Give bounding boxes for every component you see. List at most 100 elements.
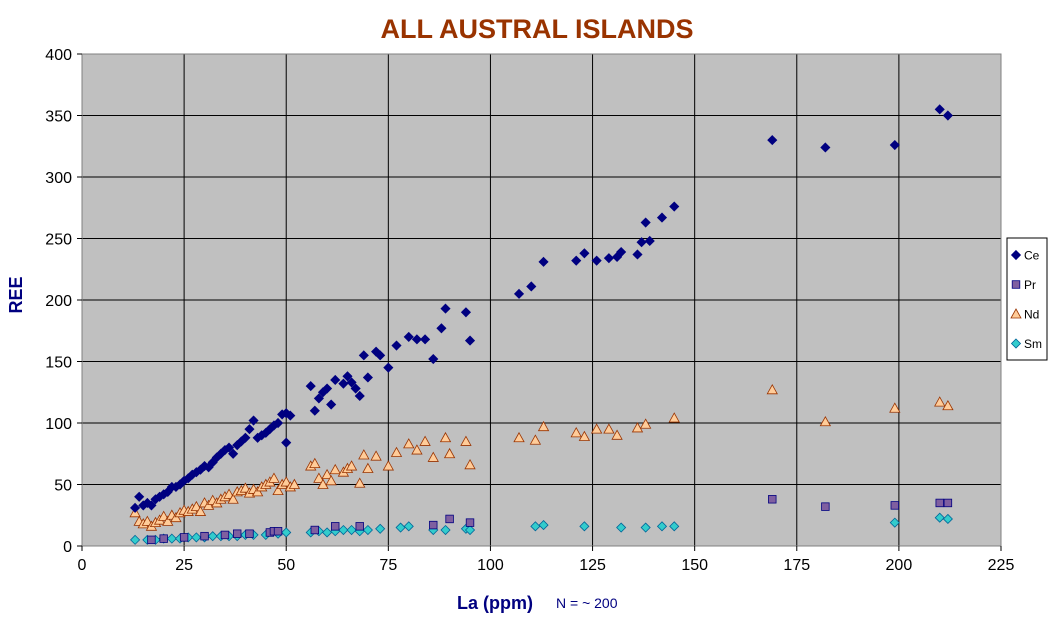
data-point-sm — [346, 524, 357, 536]
data-point-nd — [272, 484, 284, 496]
data-point-sm — [395, 522, 406, 533]
data-point-nd — [460, 435, 472, 446]
x-tick-label: 150 — [681, 557, 708, 574]
data-point-nd — [321, 468, 333, 480]
data-point-nd — [223, 488, 235, 499]
data-point-ce — [513, 288, 525, 299]
data-point-nd — [439, 431, 452, 443]
chart-title: ALL AUSTRAL ISLANDS — [380, 14, 693, 44]
data-point-ce — [134, 491, 145, 502]
data-point-ce — [420, 334, 431, 345]
data-point-nd — [170, 511, 182, 523]
data-point-nd — [766, 383, 778, 395]
data-point-nd — [239, 482, 252, 493]
legend-marker-ce — [1010, 249, 1022, 261]
data-point-sm — [640, 522, 651, 533]
data-point-pr — [465, 518, 475, 527]
data-point-nd — [443, 447, 456, 459]
data-point-ce — [632, 249, 643, 260]
data-point-nd — [411, 444, 423, 455]
data-point-ce — [403, 331, 414, 342]
data-point-nd — [427, 451, 439, 462]
x-axis-ticks: 0 25 50 75 100 125 150 175 200 225 — [78, 546, 1015, 574]
data-point-sm — [889, 517, 900, 528]
data-point-ce — [934, 104, 945, 115]
y-tick-label: 0 — [63, 539, 72, 556]
data-point-pr — [245, 529, 254, 538]
data-point-sm — [579, 521, 590, 532]
data-point-sm — [942, 513, 953, 525]
data-point-sm — [322, 527, 333, 538]
data-point-sm — [464, 524, 476, 536]
data-point-nd — [313, 472, 325, 483]
gridlines — [81, 53, 1002, 547]
y-tick-label: 250 — [45, 232, 72, 249]
data-point-sm — [166, 533, 177, 544]
data-point-pr — [935, 498, 944, 508]
data-point-nd — [370, 450, 382, 461]
data-point-ce — [244, 424, 255, 435]
series-nd — [129, 383, 954, 531]
series-pr — [147, 495, 953, 545]
data-point-sm — [375, 523, 386, 534]
legend-marker-pr — [1011, 280, 1021, 289]
data-point-pr — [331, 522, 340, 531]
x-tick-label: 75 — [379, 557, 397, 574]
legend-label-ce: Ce — [1024, 249, 1040, 263]
data-point-pr — [273, 527, 283, 536]
data-point-nd — [158, 510, 170, 521]
data-point-nd — [639, 418, 652, 429]
data-point-nd — [631, 422, 644, 433]
data-point-nd — [603, 423, 615, 434]
x-tick-label: 125 — [579, 557, 606, 574]
y-axis-ticks: 0 50 100 150 200 250 300 350 400 — [45, 47, 82, 556]
legend-label-nd: Nd — [1024, 308, 1039, 322]
data-point-sm — [191, 532, 202, 543]
data-point-nd — [570, 427, 582, 438]
data-point-ce — [248, 415, 259, 426]
data-point-pr — [355, 522, 364, 531]
data-point-sm — [403, 521, 414, 532]
data-point-sm — [440, 524, 451, 536]
y-tick-label: 100 — [45, 416, 72, 433]
data-point-nd — [329, 463, 341, 475]
data-point-ce — [440, 303, 451, 314]
data-point-nd — [390, 446, 403, 457]
legend-marker-sm — [1010, 338, 1022, 349]
data-point-ce — [362, 372, 373, 383]
data-point-ce — [820, 142, 831, 153]
data-point-ce — [281, 437, 292, 448]
data-point-nd — [537, 420, 550, 432]
data-point-ce — [640, 217, 651, 228]
y-tick-label: 150 — [45, 355, 72, 372]
data-point-sm — [616, 522, 627, 533]
data-point-ce — [383, 362, 394, 373]
data-point-ce — [272, 417, 284, 429]
data-point-nd — [202, 499, 215, 510]
data-point-nd — [362, 462, 374, 473]
x-tick-label: 225 — [988, 557, 1015, 574]
data-point-pr — [310, 525, 320, 535]
data-point-nd — [141, 515, 154, 526]
data-point-nd — [227, 493, 239, 504]
x-tick-label: 0 — [78, 557, 87, 574]
data-point-ce — [350, 383, 361, 394]
legend-label-sm: Sm — [1024, 337, 1042, 351]
data-point-ce — [571, 255, 582, 266]
data-point-ce — [428, 353, 439, 365]
legend-box — [1006, 237, 1048, 361]
data-point-nd — [358, 449, 370, 460]
data-point-nd — [889, 402, 901, 413]
data-point-ce — [538, 256, 549, 267]
data-point-nd — [590, 423, 603, 434]
data-point-ce — [309, 405, 320, 416]
x-tick-label: 200 — [886, 557, 913, 574]
data-point-pr — [233, 529, 242, 538]
data-point-ce — [338, 378, 349, 389]
data-point-ce — [146, 500, 157, 511]
y-tick-label: 200 — [45, 293, 72, 310]
data-point-ce — [603, 253, 614, 264]
data-point-nd — [162, 515, 174, 526]
data-point-nd — [942, 399, 954, 411]
